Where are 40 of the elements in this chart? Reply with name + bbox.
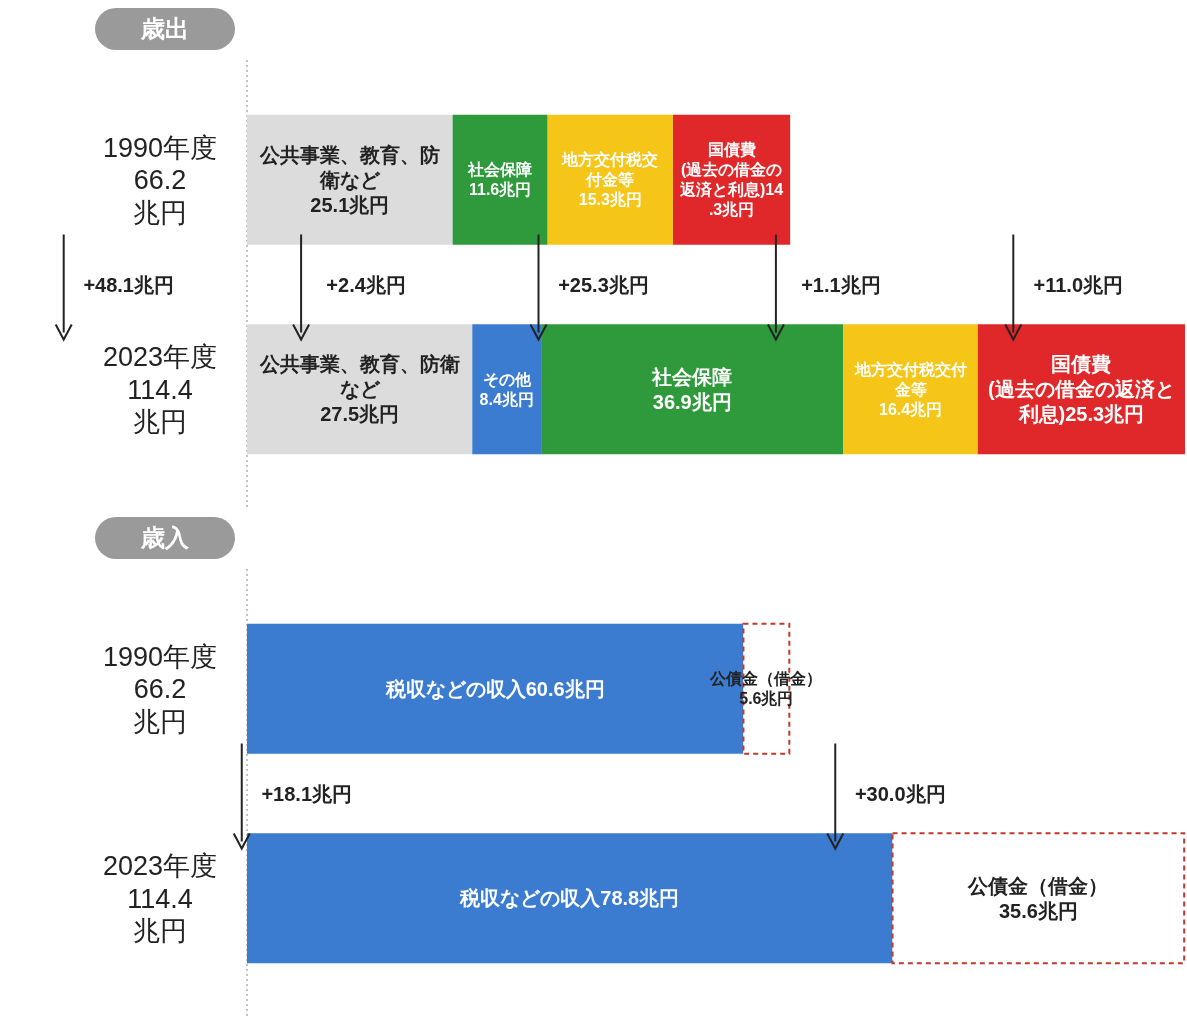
y-tick-label: 1990年度 66.2 兆円 bbox=[102, 132, 218, 228]
y-tick-label: 2023年度 114.4 兆円 bbox=[102, 342, 218, 438]
data-label: 8.4兆円 bbox=[479, 390, 534, 408]
bar bbox=[472, 324, 542, 455]
annotation: +30.0兆円 bbox=[854, 782, 946, 805]
text: 国債費 bbox=[1051, 353, 1112, 376]
data-label: 27.5兆円 bbox=[320, 403, 400, 426]
annotation: +25.3兆円 bbox=[558, 273, 649, 296]
text: 公債金（借金） bbox=[968, 874, 1109, 897]
text: 社会保障 bbox=[652, 365, 733, 388]
annotation: +2.4兆円 bbox=[326, 273, 406, 296]
data-label: 16.4兆円 bbox=[878, 400, 943, 418]
data-label: 税収などの収入78.8兆円 bbox=[459, 887, 680, 910]
text: 公共事業、教育、防衛など bbox=[259, 143, 440, 191]
data-label: (過去の借金の返済と利息)14.3兆円 bbox=[679, 161, 784, 219]
data-label: 25.1兆円 bbox=[310, 193, 390, 216]
text: +48.1兆円 bbox=[83, 273, 174, 296]
annotation: +1.1兆円 bbox=[801, 273, 881, 296]
series-label: 国債費 bbox=[707, 141, 756, 159]
y-tick-label: 2023年度 114.4 兆円 bbox=[102, 851, 218, 947]
data-label: 税収などの収入60.6兆円 bbox=[384, 677, 605, 700]
data-label: 36.9兆円 bbox=[652, 390, 732, 413]
bar bbox=[541, 324, 844, 455]
series-label: 地方交付税交付金等 bbox=[853, 359, 967, 398]
bar bbox=[247, 833, 893, 964]
bar bbox=[891, 832, 1186, 965]
data-label: 11.6兆円 bbox=[469, 181, 532, 199]
series-label: 公共事業、教育、防衛など bbox=[258, 353, 460, 401]
y-tick-label: 1990年度 66.2 兆円 bbox=[102, 641, 218, 737]
annotation: +18.1兆円 bbox=[261, 782, 353, 805]
data-label: 35.6兆円 bbox=[998, 899, 1078, 922]
annotation: +11.0兆円 bbox=[1033, 273, 1124, 296]
series-label: その他 bbox=[482, 370, 532, 389]
data-label: 15.3兆円 bbox=[578, 191, 642, 209]
data-label: (過去の借金の返済と利息)25.3兆円 bbox=[988, 378, 1175, 426]
series-label: 社会保障 bbox=[467, 161, 533, 179]
chart-title: 歳出 bbox=[140, 15, 189, 43]
bar bbox=[452, 114, 548, 245]
text: 地方交付税交付金等 bbox=[562, 151, 659, 189]
chart-title: 歳入 bbox=[140, 524, 190, 552]
